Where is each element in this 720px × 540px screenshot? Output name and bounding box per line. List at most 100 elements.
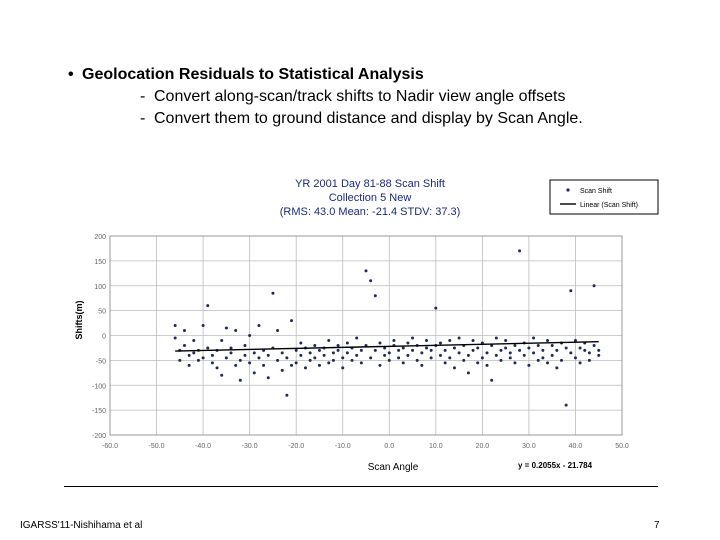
- data-point: [182, 343, 186, 347]
- data-point: [369, 279, 373, 283]
- sub-dash: -: [140, 110, 146, 127]
- data-point: [573, 338, 577, 342]
- y-tick-label: -50: [96, 358, 106, 365]
- data-point: [285, 356, 289, 360]
- trend-equation: y = 0.2055x - 21.784: [518, 461, 593, 470]
- data-point: [266, 376, 270, 380]
- data-point: [592, 343, 596, 347]
- data-point: [322, 353, 326, 357]
- data-point: [397, 348, 401, 352]
- data-point: [266, 353, 270, 357]
- data-point: [564, 346, 568, 350]
- data-point: [262, 363, 266, 367]
- data-point: [457, 336, 461, 340]
- x-tick-label: 30.0: [522, 443, 536, 450]
- data-point: [443, 361, 447, 365]
- data-point: [508, 356, 512, 360]
- y-axis-label: Shifts(m): [74, 301, 84, 340]
- data-point: [280, 351, 284, 355]
- y-tick-label: 150: [94, 259, 106, 266]
- data-point: [327, 361, 331, 365]
- data-point: [220, 373, 224, 377]
- chart-points: [173, 249, 601, 407]
- data-point: [290, 319, 294, 323]
- y-tick-label: -100: [92, 383, 106, 390]
- data-point: [397, 356, 401, 360]
- data-point: [331, 351, 335, 355]
- data-point: [294, 348, 298, 352]
- data-point: [313, 343, 317, 347]
- data-point: [536, 343, 540, 347]
- data-point: [308, 358, 312, 362]
- footer-credit: IGARSS'11-Nishihama et al: [20, 520, 143, 531]
- data-point: [499, 358, 503, 362]
- data-point: [518, 249, 522, 253]
- page-number: 7: [654, 520, 660, 531]
- data-point: [224, 356, 228, 360]
- data-point: [527, 346, 531, 350]
- data-point: [513, 343, 517, 347]
- data-point: [220, 338, 224, 342]
- data-point: [341, 356, 345, 360]
- data-point: [476, 361, 480, 365]
- legend-box: [549, 179, 659, 215]
- data-point: [480, 356, 484, 360]
- data-point: [485, 351, 489, 355]
- chart-title-line-1: YR 2001 Day 81-88 Scan Shift: [295, 178, 445, 190]
- data-point: [532, 351, 536, 355]
- data-point: [559, 358, 563, 362]
- data-point: [243, 343, 247, 347]
- data-point: [406, 341, 410, 345]
- data-point: [555, 348, 559, 352]
- sub-item-2-text: Convert them to ground distance and disp…: [154, 110, 583, 127]
- y-tick-label: 200: [94, 234, 106, 241]
- data-point: [415, 358, 419, 362]
- data-point: [303, 366, 307, 370]
- data-point: [452, 346, 456, 350]
- data-point: [215, 366, 219, 370]
- data-point: [243, 353, 247, 357]
- chart-grid: [109, 235, 623, 436]
- x-tick-label: 40.0: [569, 443, 583, 450]
- data-point: [378, 341, 382, 345]
- data-point: [466, 353, 470, 357]
- data-point: [238, 358, 242, 362]
- footer-rule: [64, 486, 658, 487]
- data-point: [546, 361, 550, 365]
- data-point: [490, 378, 494, 382]
- data-point: [299, 353, 303, 357]
- data-point: [364, 269, 368, 273]
- data-point: [420, 363, 424, 367]
- data-point: [201, 324, 205, 328]
- data-point: [434, 306, 438, 310]
- data-point: [378, 363, 382, 367]
- data-point: [569, 289, 573, 293]
- data-point: [336, 348, 340, 352]
- data-point: [173, 324, 177, 328]
- scan-shift-chart: -60.0 -50.0 -40.0 -30.0 -20.0 -10.0 0.0 10.0 20.…: [74, 178, 659, 473]
- data-point: [569, 351, 573, 355]
- data-point: [182, 329, 186, 333]
- data-point: [583, 348, 587, 352]
- data-point: [248, 334, 252, 337]
- data-point: [187, 353, 191, 357]
- trend-line: [175, 341, 599, 352]
- data-point: [550, 343, 554, 347]
- data-point: [192, 351, 196, 355]
- data-point: [192, 338, 196, 342]
- x-tick-label: -50.0: [149, 443, 165, 450]
- data-point: [355, 336, 359, 340]
- legend-label-scan-shift: Scan Shift: [580, 188, 612, 195]
- sub-dash: -: [140, 88, 146, 105]
- data-point: [420, 351, 424, 355]
- data-point: [252, 351, 256, 355]
- data-point: [578, 361, 582, 365]
- data-point: [546, 338, 550, 342]
- data-point: [331, 358, 335, 362]
- data-point: [499, 348, 503, 352]
- data-point: [425, 338, 429, 342]
- x-tick-label: -30.0: [242, 443, 258, 450]
- data-point: [550, 353, 554, 357]
- sub-item-2: - Convert them to ground distance and dis…: [140, 108, 708, 130]
- x-tick-label: 50.0: [615, 443, 629, 450]
